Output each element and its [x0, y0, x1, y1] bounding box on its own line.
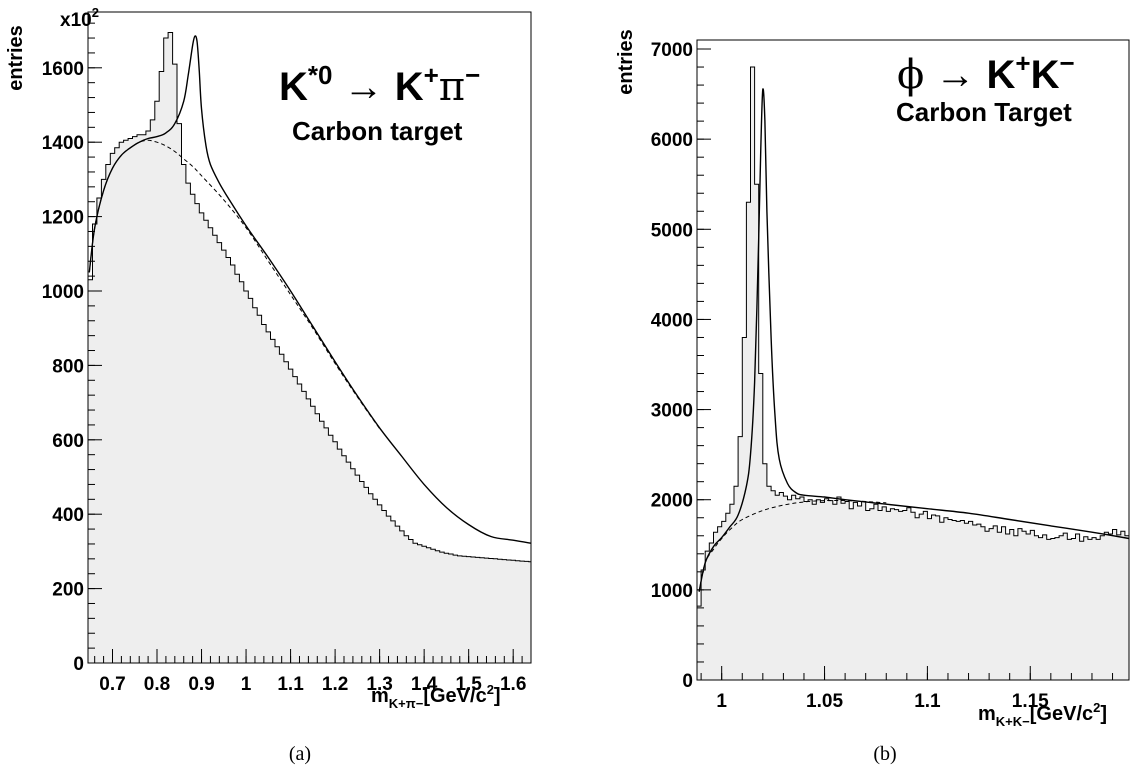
y-tick-label: 1400 [42, 133, 84, 154]
x-label-unit-close: ] [1100, 703, 1107, 725]
y-axis-label: entries [5, 25, 27, 91]
y-multiplier-exp: 2 [92, 5, 99, 20]
title-part-2: → K [332, 65, 423, 109]
x-label-unit: [GeV/c [1030, 703, 1093, 725]
title-part-3: K [1031, 53, 1060, 97]
y-tick-label: 600 [52, 431, 84, 452]
axes-group: 1 1.05 1.1 1.15 0 1000 2000 3000 4000 5000 6000 700… [651, 40, 1114, 712]
background-fit-curve [698, 499, 887, 592]
x-label-sub: K+K− [996, 714, 1030, 729]
panel-caption: (b) [873, 743, 896, 765]
y-tick-label: 0 [73, 654, 84, 675]
chart-subtitle: Carbon target [292, 116, 463, 146]
x-label-sub: K+π− [389, 696, 424, 711]
x-tick-label: 0.8 [144, 674, 170, 695]
x-tick-label: 1.15 [1012, 691, 1049, 712]
title-part-1: → K [924, 53, 1015, 97]
x-tick-label: 1 [716, 691, 727, 712]
total-fit-curve [88, 35, 532, 544]
chart-title: K*0 → K+π− [279, 60, 480, 110]
y-multiplier: x102 [60, 5, 99, 31]
x-axis-label: mK+K−[GeV/c2] [978, 700, 1107, 729]
plot-border [696, 39, 1130, 681]
y-tick-label: 3000 [651, 401, 693, 422]
panel-a: 0.7 0.8 0.9 1 1.1 1.2 1.3 1.4 1.5 1.6 0 200 400 600 80… [5, 5, 532, 765]
x-label-unit-exp: 2 [1093, 700, 1100, 715]
x-label-unit-exp: 2 [487, 682, 494, 697]
y-tick-label: 4000 [651, 310, 693, 331]
y-tick-label: 1600 [42, 59, 84, 80]
title-part-3: + [424, 60, 439, 90]
x-tick-label: 0.7 [99, 674, 125, 695]
chart-subtitle: Carbon Target [896, 97, 1072, 127]
y-tick-label: 0 [682, 671, 693, 692]
y-tick-label: 5000 [651, 220, 693, 241]
title-part-0: ϕ [897, 52, 924, 98]
x-tick-label: 1 [241, 674, 252, 695]
title-part-0: K [279, 65, 308, 109]
y-tick-label: 2000 [651, 491, 693, 512]
x-axis-label: mK+π−[GeV/c2] [371, 682, 501, 711]
x-tick-label: 1.6 [500, 674, 526, 695]
histogram-outline [697, 66, 1129, 607]
panel-b: 1 1.05 1.1 1.15 0 1000 2000 3000 4000 5000 6000 700… [615, 29, 1130, 765]
x-label-unit: [GeV/c [423, 685, 486, 707]
x-tick-label: 1.4 [411, 674, 438, 695]
total-fit-curve [698, 88, 1130, 592]
y-tick-label: 1200 [42, 208, 84, 229]
histogram-fill [88, 32, 531, 663]
y-multiplier-base: x10 [60, 10, 92, 31]
y-tick-label: 800 [52, 356, 84, 377]
x-label-m: m [371, 685, 389, 707]
title-part-1: *0 [308, 60, 333, 90]
panel-caption: (a) [289, 743, 311, 765]
y-tick-label: 7000 [651, 40, 693, 61]
y-tick-label: 400 [52, 505, 84, 526]
title-part-2: + [1015, 48, 1030, 78]
x-tick-label: 1.5 [455, 674, 482, 695]
plot-border [87, 11, 532, 664]
y-tick-label: 200 [52, 580, 84, 601]
x-tick-label: 1.2 [322, 674, 348, 695]
y-tick-label: 1000 [42, 282, 84, 303]
y-tick-label: 1000 [651, 581, 693, 602]
x-tick-label: 1.05 [806, 691, 843, 712]
y-axis-label: entries [615, 29, 637, 95]
title-part-5: − [465, 60, 480, 90]
histogram-outline [88, 32, 531, 563]
x-label-unit-close: ] [494, 685, 501, 707]
x-tick-label: 1.1 [277, 674, 304, 695]
chart-title: ϕ → K+K− [897, 48, 1075, 98]
title-part-4: − [1059, 48, 1074, 78]
title-part-4: π [439, 64, 465, 110]
x-tick-label: 0.9 [188, 674, 214, 695]
x-label-m: m [978, 703, 996, 725]
histogram-fill [697, 67, 1129, 680]
y-tick-label: 6000 [651, 130, 693, 151]
x-tick-label: 1.1 [914, 691, 941, 712]
axes-group: 0.7 0.8 0.9 1 1.1 1.2 1.3 1.4 1.5 1.6 0 200 400 600 80… [42, 22, 532, 695]
x-tick-label: 1.3 [366, 674, 392, 695]
